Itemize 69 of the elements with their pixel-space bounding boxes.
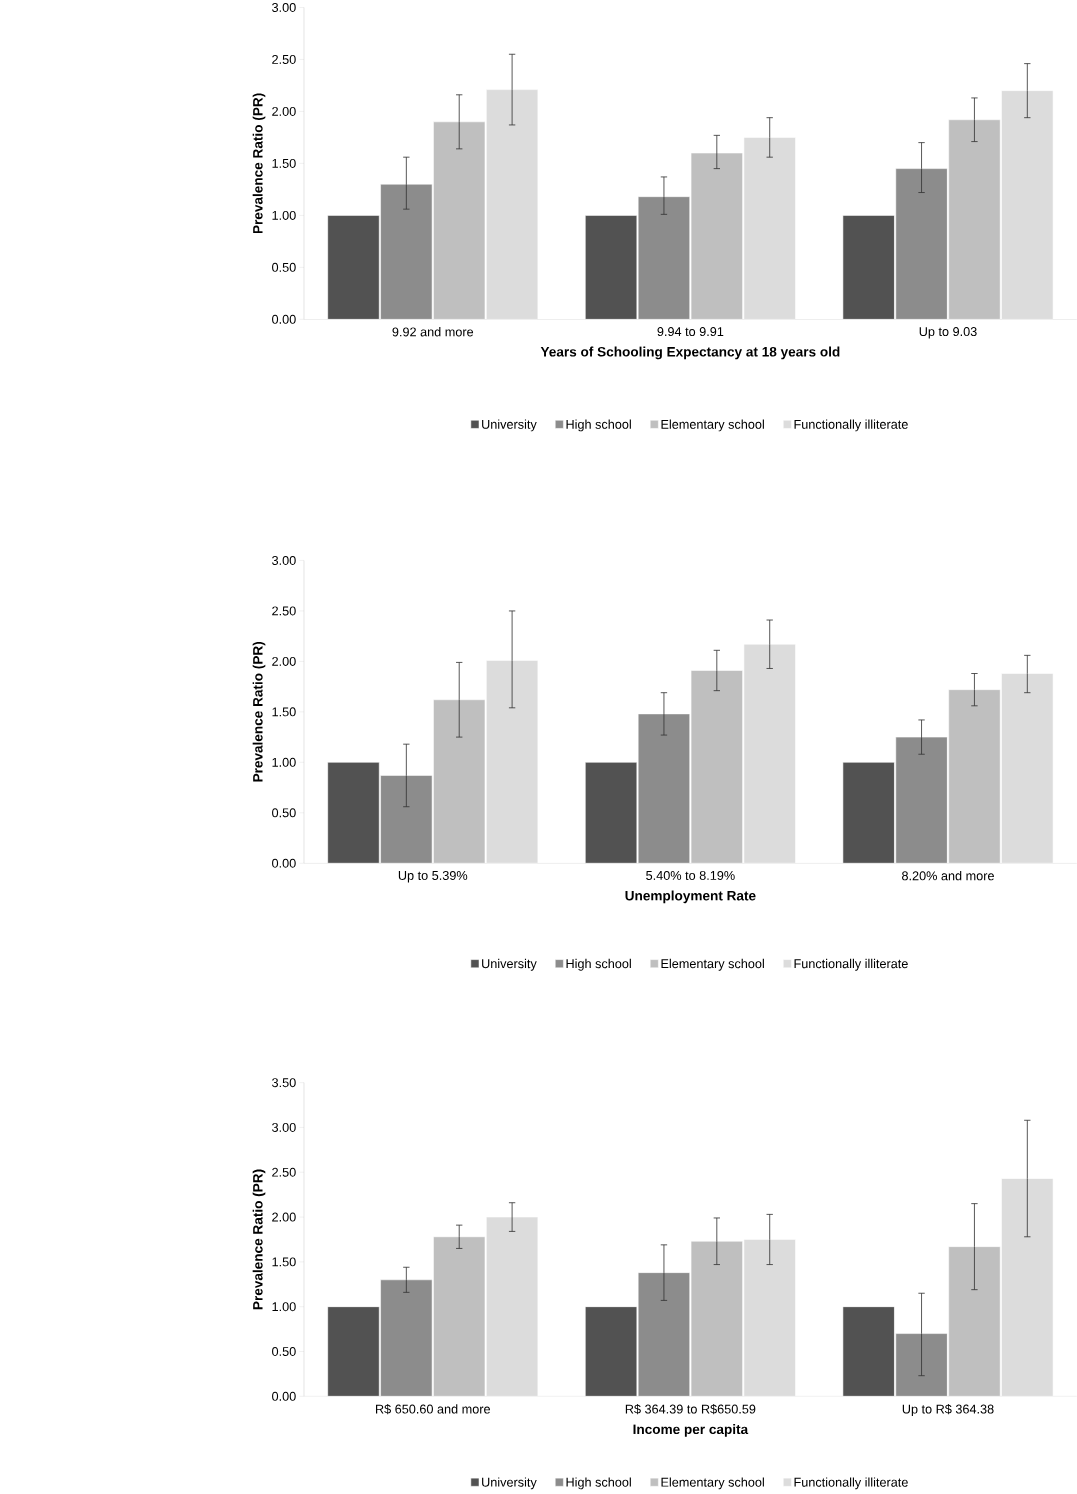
y-tick-label: 3.00 xyxy=(272,555,296,565)
x-tick-label: 8.20% and more xyxy=(902,870,994,881)
x-tick-label: 5.40% to 8.19% xyxy=(646,870,735,880)
x-axis-title: Income per capita xyxy=(633,1424,749,1437)
bar xyxy=(585,762,638,864)
y-tick-label: 1.00 xyxy=(272,1302,296,1312)
y-tick-label: 3.00 xyxy=(272,1122,296,1132)
x-axis-title: Unemployment Rate xyxy=(625,890,756,904)
y-tick-label: 2.00 xyxy=(272,106,296,116)
x-axis-title: Years of Schooling Expectancy at 18 years old xyxy=(540,346,840,360)
x-tick-label: 9.92 and more xyxy=(392,327,474,337)
y-tick-label: 3.00 xyxy=(272,2,296,12)
legend-label: University xyxy=(482,1477,537,1490)
y-tick-label: 1.50 xyxy=(272,158,296,168)
legend-label: High school xyxy=(566,1477,631,1490)
bar xyxy=(637,1272,690,1397)
bar xyxy=(743,1239,796,1397)
bar xyxy=(486,1216,539,1397)
x-tick-label: Up to 9.03 xyxy=(919,327,977,339)
y-tick-label: 2.50 xyxy=(272,606,296,616)
y-tick-label: 2.50 xyxy=(272,1167,296,1177)
bar xyxy=(327,762,380,864)
y-tick-label: 1.50 xyxy=(272,707,296,717)
y-tick-label: 0.50 xyxy=(272,262,296,272)
y-tick-label: 2.00 xyxy=(272,656,296,666)
y-tick-label: 1.00 xyxy=(272,757,296,767)
y-tick-label: 0.50 xyxy=(272,1347,296,1356)
bar xyxy=(380,775,433,864)
y-tick-label: 1.00 xyxy=(272,210,296,220)
x-tick-label: Up to 5.39% xyxy=(398,870,468,883)
y-tick-label: 2.00 xyxy=(272,1212,296,1222)
legend-label: High school xyxy=(566,419,631,432)
bar xyxy=(380,1279,433,1397)
y-axis-title: Prevalence Ratio (PR) xyxy=(252,93,266,234)
legend-label: University xyxy=(482,958,537,971)
bar xyxy=(842,215,895,320)
y-tick-label: 2.50 xyxy=(272,54,296,64)
bar xyxy=(895,736,948,864)
bar xyxy=(842,762,895,864)
y-tick-label: 0.00 xyxy=(272,858,296,868)
bar xyxy=(585,215,638,320)
y-tick-label: 3.50 xyxy=(272,1078,296,1088)
bar xyxy=(585,1306,638,1397)
bar xyxy=(637,196,690,320)
y-tick-label: 0.00 xyxy=(272,314,296,324)
x-tick-label: 9.94 to 9.91 xyxy=(657,327,724,337)
bar xyxy=(895,168,948,320)
y-tick-label: 1.50 xyxy=(272,1257,296,1267)
x-tick-label: Up to R$ 364.38 xyxy=(902,1404,994,1417)
bar xyxy=(637,713,690,864)
bar xyxy=(327,215,380,320)
x-tick-label: R$ 650.60 and more xyxy=(376,1404,491,1415)
bar xyxy=(327,1306,380,1397)
bar xyxy=(380,183,433,320)
x-tick-label: R$ 364.39 to R$650.59 xyxy=(625,1404,756,1415)
legend-label: Functionally illiterate xyxy=(794,419,908,432)
bar xyxy=(842,1306,895,1397)
legend-label: High school xyxy=(566,958,631,971)
legend-label: Functionally illiterate xyxy=(794,1477,908,1490)
y-axis-title: Prevalence Ratio (PR) xyxy=(252,641,266,782)
y-axis-title: Prevalence Ratio (PR) xyxy=(252,1169,266,1310)
legend-label: University xyxy=(482,419,537,432)
y-tick-label: 0.50 xyxy=(272,808,296,818)
legend-label: Elementary school xyxy=(661,1477,764,1490)
legend-label: Functionally illiterate xyxy=(794,958,908,971)
bar xyxy=(1001,1178,1054,1397)
legend-label: Elementary school xyxy=(661,419,764,432)
y-tick-label: 0.00 xyxy=(272,1391,296,1401)
legend-label: Elementary school xyxy=(661,958,764,971)
